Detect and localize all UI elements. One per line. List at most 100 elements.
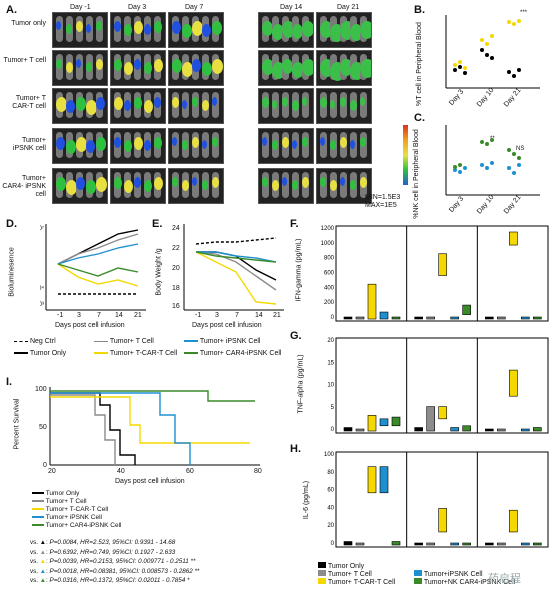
y-tick: 800 (324, 256, 335, 262)
panel-i-xlabel: Days post cell infusion (115, 478, 185, 485)
box (497, 316, 506, 320)
stats-vs: vs. (30, 548, 39, 556)
panel-e-xlabel: Days post cell infusion (192, 322, 262, 329)
box (391, 316, 401, 320)
signal-blob (202, 100, 209, 111)
series-line (57, 263, 139, 277)
box (497, 428, 506, 432)
box (450, 427, 459, 432)
y-tick: 5 (331, 405, 335, 411)
box (438, 508, 447, 533)
signal-blob (154, 21, 162, 33)
panel-c-sig10: ** (490, 136, 495, 142)
legend-label: Tumor+ T Cell (327, 571, 372, 578)
legend-item: Tumor+ T Cell (94, 338, 154, 345)
y-tick: 100 (324, 452, 335, 458)
signal-blob (350, 24, 363, 41)
box (426, 316, 435, 320)
stats-row: vs. ▲: P=0.6392, HR=0.749, 95%CI: 0.1927… (30, 548, 176, 556)
signal-blob (134, 21, 143, 34)
imaging-tile (52, 88, 108, 124)
stats-text: P=0.0039, HR=0.2153, 95%CI: 0.009771 - 0… (49, 558, 196, 565)
panel-c-plot: 10¹ 10⁰ 10⁻¹ 10⁻² (440, 124, 540, 196)
signal-blob (114, 177, 122, 189)
signal-blob (86, 62, 92, 72)
imaging-tile (258, 50, 314, 86)
signal-blob (272, 180, 279, 191)
signal-blob (172, 21, 181, 34)
series-line (195, 237, 277, 245)
y-tick: 600 (324, 271, 335, 277)
legend-item: Tumor Only (32, 490, 182, 498)
legend-fgh: Tumor Only Tumor+ T Cell Tumor+ T-CAR-T … (318, 562, 554, 592)
data-point (485, 53, 489, 57)
signal-blob (96, 97, 105, 110)
panel-i-xtick: 40 (117, 468, 125, 475)
box (391, 416, 401, 427)
signal-blob (124, 180, 133, 193)
stats-text: P=0.0018, HR=0.08381, 95%CI: 0.008573 - … (49, 567, 200, 575)
box (343, 316, 353, 320)
legend-item: Tumor+ CAR4-iPSNK Cell (184, 350, 281, 357)
signal-blob (154, 97, 161, 108)
y-tick: 0 (331, 315, 335, 321)
signal-blob (272, 62, 285, 79)
data-point (512, 152, 516, 156)
legend-item: Tumor+ T Cell (318, 570, 372, 578)
signal-blob (86, 140, 95, 153)
signal-blob (134, 59, 141, 70)
signal-blob (302, 177, 309, 188)
imaging-tile (316, 50, 372, 86)
signal-blob (86, 24, 91, 33)
panel-b-ylabel: %T cell in Peripheral Blood (415, 22, 423, 106)
svg-text:10⁷: 10⁷ (40, 225, 44, 232)
legend-item: Tumor+ T-CAR-T Cell (94, 350, 177, 357)
data-point (485, 142, 489, 146)
panel-h-label: H. (290, 443, 301, 455)
box (355, 428, 365, 432)
signal-blob (134, 137, 143, 150)
box (379, 418, 389, 427)
y-tick: 60 (327, 488, 334, 494)
stats-vs: vs. (30, 577, 39, 584)
signal-blob (56, 97, 67, 112)
panel-d-plot: 10⁷ 10⁴ 10³ (40, 224, 146, 311)
signal-blob (340, 97, 346, 107)
imaging-tile (110, 12, 166, 48)
y-tick: 20 (327, 338, 334, 344)
box (485, 428, 494, 432)
legend-item: Tumor+ iPSNK Cell (184, 338, 260, 345)
signal-blob (114, 137, 121, 148)
box (450, 542, 459, 546)
signal-blob (282, 97, 288, 107)
legend-de: Neg Ctrl Tumor+ T Cell Tumor+ iPSNK Cell… (14, 338, 284, 368)
panel-a-label: A. (6, 4, 17, 16)
survival-curve (50, 394, 116, 465)
panel-i-label: I. (6, 376, 13, 388)
legend-label: Tumor Only (45, 490, 80, 497)
signal-blob (144, 140, 151, 151)
legend-item: Neg Ctrl (14, 338, 56, 345)
row-label: Tumor+ iPSNK cell (12, 137, 46, 152)
data-point (490, 138, 494, 142)
series-line (196, 251, 277, 263)
signal-blob (114, 21, 121, 32)
signal-blob (292, 24, 303, 39)
imaging-tile (110, 128, 166, 164)
signal-blob (144, 100, 153, 113)
box (379, 466, 389, 494)
row-label: Tumor+ CAR4- iPSNK cell (2, 175, 46, 198)
signal-blob (76, 97, 86, 111)
signal-blob (172, 137, 177, 146)
signal-blob (172, 97, 179, 108)
svg-text:10⁰: 10⁰ (440, 58, 441, 65)
panel-e-ytick: 16 (172, 303, 180, 310)
signal-blob (262, 59, 274, 75)
panel-e-xtick: 14 (255, 312, 263, 319)
y-tick: 40 (327, 505, 334, 511)
data-point (485, 166, 489, 170)
signal-blob (96, 59, 103, 70)
signal-blob (66, 180, 77, 195)
signal-blob (124, 100, 131, 111)
panel-f-label: F. (290, 218, 299, 230)
